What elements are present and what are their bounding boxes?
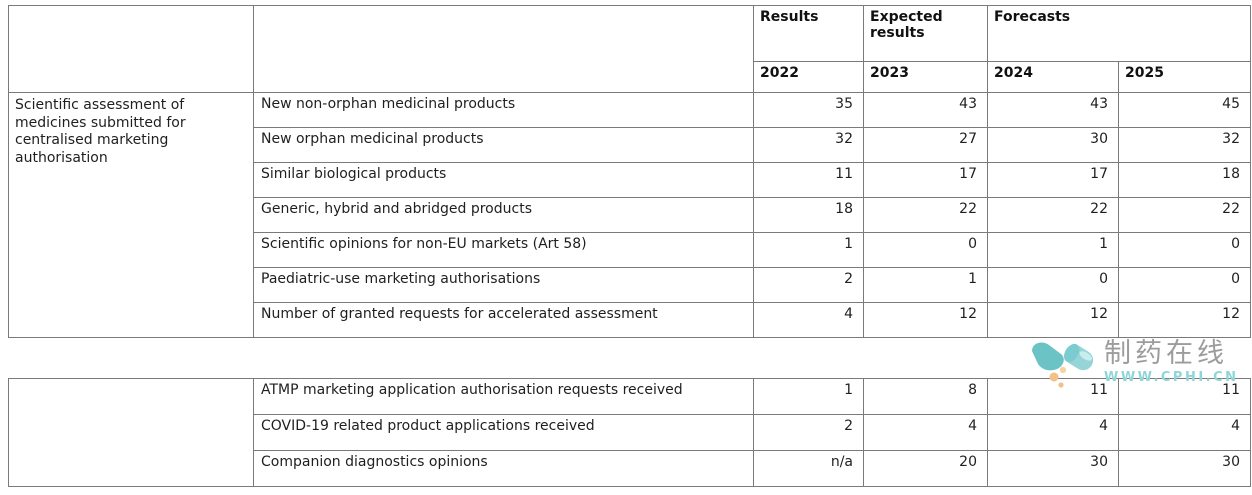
row-label: New orphan medicinal products bbox=[253, 127, 754, 163]
value-cell: 20 bbox=[863, 450, 988, 487]
value-cell: 4 bbox=[863, 414, 988, 451]
value-cell: 0 bbox=[863, 232, 988, 268]
value-cell: 11 bbox=[1118, 378, 1251, 415]
year-header-2025: 2025 bbox=[1118, 61, 1251, 93]
value-cell: 8 bbox=[863, 378, 988, 415]
value-cell: 43 bbox=[863, 92, 988, 128]
row-label: Paediatric-use marketing authorisations bbox=[253, 267, 754, 303]
col-header-forecasts: Forecasts bbox=[987, 5, 1251, 62]
value-cell: 4 bbox=[987, 414, 1119, 451]
value-cell: 4 bbox=[1118, 414, 1251, 451]
table-row: ATMP marketing application authorisation… bbox=[8, 378, 1251, 487]
value-cell: 1 bbox=[753, 232, 864, 268]
value-cell: 32 bbox=[753, 127, 864, 163]
row-label: COVID-19 related product applications re… bbox=[253, 414, 754, 451]
additional-items-table: ATMP marketing application authorisation… bbox=[8, 378, 1251, 487]
value-cell: 30 bbox=[987, 127, 1119, 163]
year-header-2022: 2022 bbox=[753, 61, 864, 93]
value-cell: 12 bbox=[987, 302, 1119, 338]
table-row: Scientific assessment of medicines submi… bbox=[8, 92, 1251, 338]
value-cell: 30 bbox=[987, 450, 1119, 487]
value-cell: n/a bbox=[753, 450, 864, 487]
col-header-results: Results bbox=[753, 5, 864, 62]
value-cell: 30 bbox=[1118, 450, 1251, 487]
value-cell: 1 bbox=[863, 267, 988, 303]
value-cell: 45 bbox=[1118, 92, 1251, 128]
table-row: Scientific opinions for non-EU markets (… bbox=[9, 232, 1251, 268]
watermark-brand-text: 制药在线 bbox=[1104, 338, 1228, 369]
table-row: New orphan medicinal products 32 27 30 3… bbox=[9, 127, 1251, 163]
year-header-2024: 2024 bbox=[987, 61, 1119, 93]
value-cell: 0 bbox=[1118, 267, 1251, 303]
value-cell: 12 bbox=[863, 302, 988, 338]
value-cell: 35 bbox=[753, 92, 864, 128]
value-cell: 18 bbox=[753, 197, 864, 233]
value-cell: 0 bbox=[987, 267, 1119, 303]
row-label: Companion diagnostics opinions bbox=[253, 450, 754, 487]
value-cell: 11 bbox=[753, 162, 864, 198]
assessment-table: Results Expected results Forecasts 2022 … bbox=[8, 5, 1251, 338]
group-label: Scientific assessment of medicines submi… bbox=[8, 92, 254, 338]
value-cell: 0 bbox=[1118, 232, 1251, 268]
value-cell: 2 bbox=[753, 414, 864, 451]
value-cell: 1 bbox=[987, 232, 1119, 268]
value-cell: 2 bbox=[753, 267, 864, 303]
value-cell: 12 bbox=[1118, 302, 1251, 338]
table-row: Similar biological products 11 17 17 18 bbox=[9, 162, 1251, 198]
table-row: COVID-19 related product applications re… bbox=[9, 414, 1251, 451]
value-cell: 11 bbox=[987, 378, 1119, 415]
header-empty-group bbox=[8, 5, 254, 93]
row-label: Number of granted requests for accelerat… bbox=[253, 302, 754, 338]
row-label: New non-orphan medicinal products bbox=[253, 92, 754, 128]
value-cell: 22 bbox=[863, 197, 988, 233]
row-label: ATMP marketing application authorisation… bbox=[253, 378, 754, 415]
header-empty-label bbox=[253, 5, 754, 93]
year-header-2023: 2023 bbox=[863, 61, 988, 93]
value-cell: 43 bbox=[987, 92, 1119, 128]
value-cell: 1 bbox=[753, 378, 864, 415]
row-label: Similar biological products bbox=[253, 162, 754, 198]
value-cell: 22 bbox=[987, 197, 1119, 233]
value-cell: 32 bbox=[1118, 127, 1251, 163]
value-cell: 17 bbox=[863, 162, 988, 198]
value-cell: 4 bbox=[753, 302, 864, 338]
table-row: Companion diagnostics opinions n/a 20 30… bbox=[9, 450, 1251, 487]
value-cell: 18 bbox=[1118, 162, 1251, 198]
table-row: Paediatric-use marketing authorisations … bbox=[9, 267, 1251, 303]
table-row: Number of granted requests for accelerat… bbox=[9, 302, 1251, 338]
value-cell: 17 bbox=[987, 162, 1119, 198]
row-label: Generic, hybrid and abridged products bbox=[253, 197, 754, 233]
table-row: Generic, hybrid and abridged products 18… bbox=[9, 197, 1251, 233]
group-label-empty bbox=[8, 378, 254, 487]
value-cell: 22 bbox=[1118, 197, 1251, 233]
row-label: Scientific opinions for non-EU markets (… bbox=[253, 232, 754, 268]
value-cell: 27 bbox=[863, 127, 988, 163]
col-header-expected-results: Expected results bbox=[863, 5, 988, 62]
